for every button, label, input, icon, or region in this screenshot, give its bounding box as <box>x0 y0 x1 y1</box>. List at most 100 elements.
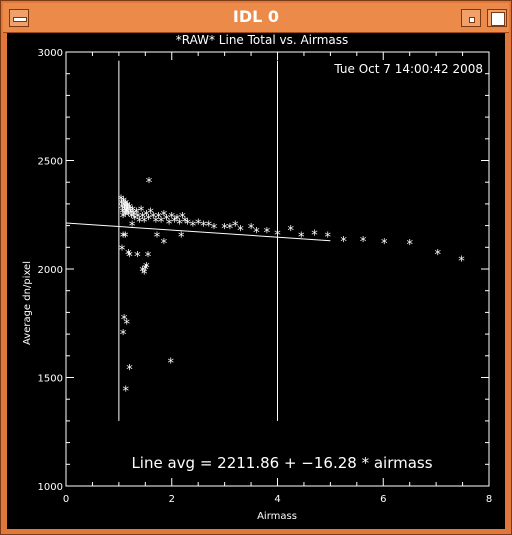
data-point-4: * <box>120 211 127 226</box>
data-point-43: * <box>184 217 191 232</box>
data-point-35: * <box>163 213 170 228</box>
x-tick-label-0: 0 <box>63 494 69 505</box>
data-point-66: * <box>458 254 465 269</box>
data-point-54: * <box>253 226 260 241</box>
y-tick-label-4: 3000 <box>38 48 63 59</box>
data-point-82: * <box>120 328 127 343</box>
y-tick-label-0: 1000 <box>38 482 63 493</box>
data-point-3: * <box>119 207 126 222</box>
data-point-57: * <box>287 224 294 239</box>
data-point-19: * <box>130 209 137 224</box>
data-point-27: * <box>143 209 150 224</box>
data-point-16: * <box>127 207 134 222</box>
data-point-20: * <box>131 213 138 228</box>
y-axis-label: Average dn/pixel <box>22 261 33 345</box>
window-title: IDL 0 <box>232 7 280 26</box>
data-point-8: * <box>122 209 129 224</box>
data-point-13: * <box>125 204 132 219</box>
data-point-68: * <box>120 230 127 245</box>
data-point-61: * <box>340 235 347 250</box>
data-point-60: * <box>324 230 331 245</box>
data-point-64: * <box>406 238 413 253</box>
data-point-83: * <box>121 313 128 328</box>
data-point-86: * <box>122 385 129 400</box>
data-point-69: * <box>122 230 129 245</box>
data-point-65: * <box>434 248 441 263</box>
minimize-icon <box>469 17 475 23</box>
data-point-74: * <box>139 265 146 280</box>
data-point-48: * <box>211 222 218 237</box>
y-tick-label-3: 2500 <box>38 157 63 168</box>
data-point-1: * <box>118 198 125 213</box>
data-point-85: * <box>126 363 133 378</box>
data-point-26: * <box>141 215 148 230</box>
x-tick-label-2: 4 <box>274 494 280 505</box>
data-point-73: * <box>134 250 141 265</box>
maximize-button[interactable] <box>487 9 507 27</box>
chart-title: *RAW* Line Total vs. Airmass <box>176 33 349 47</box>
data-point-31: * <box>153 215 160 230</box>
data-point-46: * <box>200 220 207 235</box>
data-point-44: * <box>190 220 197 235</box>
scatter-plot: *RAW* Line Total vs. Airmass Tue Oct 7 1… <box>22 33 493 522</box>
data-point-23: * <box>136 215 143 230</box>
data-point-18: * <box>129 204 136 219</box>
plot-canvas: *RAW* Line Total vs. Airmass Tue Oct 7 1… <box>7 33 505 529</box>
data-point-34: * <box>161 209 168 224</box>
data-point-9: * <box>122 198 129 213</box>
data-point-59: * <box>311 228 318 243</box>
data-point-72: * <box>129 220 136 235</box>
data-point-28: * <box>145 213 152 228</box>
data-point-12: * <box>124 200 131 215</box>
x-tick-label-3: 6 <box>380 494 386 505</box>
data-marks: ****************************************… <box>65 60 465 421</box>
minimize-button[interactable] <box>461 9 481 27</box>
y-tick-label-1: 1500 <box>38 374 63 385</box>
window-menu-icon <box>13 17 27 22</box>
data-point-24: * <box>138 204 145 219</box>
data-point-33: * <box>158 215 165 230</box>
data-point-39: * <box>174 213 181 228</box>
data-point-70: * <box>125 248 132 263</box>
data-point-51: * <box>232 220 239 235</box>
data-point-45: * <box>195 217 202 232</box>
data-point-76: * <box>142 263 149 278</box>
data-point-42: * <box>182 215 189 230</box>
data-point-6: * <box>121 200 128 215</box>
data-point-32: * <box>155 211 162 226</box>
data-point-37: * <box>169 211 176 226</box>
window-menu-button[interactable] <box>9 9 29 27</box>
data-point-5: * <box>120 196 127 211</box>
data-point-11: * <box>124 207 131 222</box>
data-point-79: * <box>154 230 161 245</box>
data-point-71: * <box>126 250 133 265</box>
data-point-29: * <box>147 207 154 222</box>
data-point-50: * <box>227 222 234 237</box>
data-point-2: * <box>119 202 126 217</box>
maximize-icon <box>491 12 505 26</box>
data-point-7: * <box>121 204 128 219</box>
x-tick-label-1: 2 <box>169 494 175 505</box>
data-point-63: * <box>381 237 388 252</box>
data-point-30: * <box>150 211 157 226</box>
data-point-67: * <box>119 243 126 258</box>
data-point-22: * <box>135 211 142 226</box>
data-point-62: * <box>360 235 367 250</box>
data-point-21: * <box>133 207 140 222</box>
data-point-36: * <box>166 217 173 232</box>
data-point-25: * <box>139 211 146 226</box>
data-point-53: * <box>248 222 255 237</box>
data-point-17: * <box>128 211 135 226</box>
data-point-84: * <box>124 317 131 332</box>
data-point-87: * <box>167 356 174 371</box>
axes: 0 2 4 6 8 1000 1500 2000 2500 3000 <box>38 48 493 505</box>
window-titlebar[interactable]: IDL 0 <box>3 3 509 33</box>
data-point-0: * <box>118 194 125 209</box>
data-point-80: * <box>161 237 168 252</box>
data-point-40: * <box>176 217 183 232</box>
data-point-56: * <box>274 228 281 243</box>
data-point-10: * <box>123 202 130 217</box>
data-point-47: * <box>206 220 213 235</box>
data-point-14: * <box>125 209 132 224</box>
x-axis-label: Airmass <box>257 511 297 522</box>
